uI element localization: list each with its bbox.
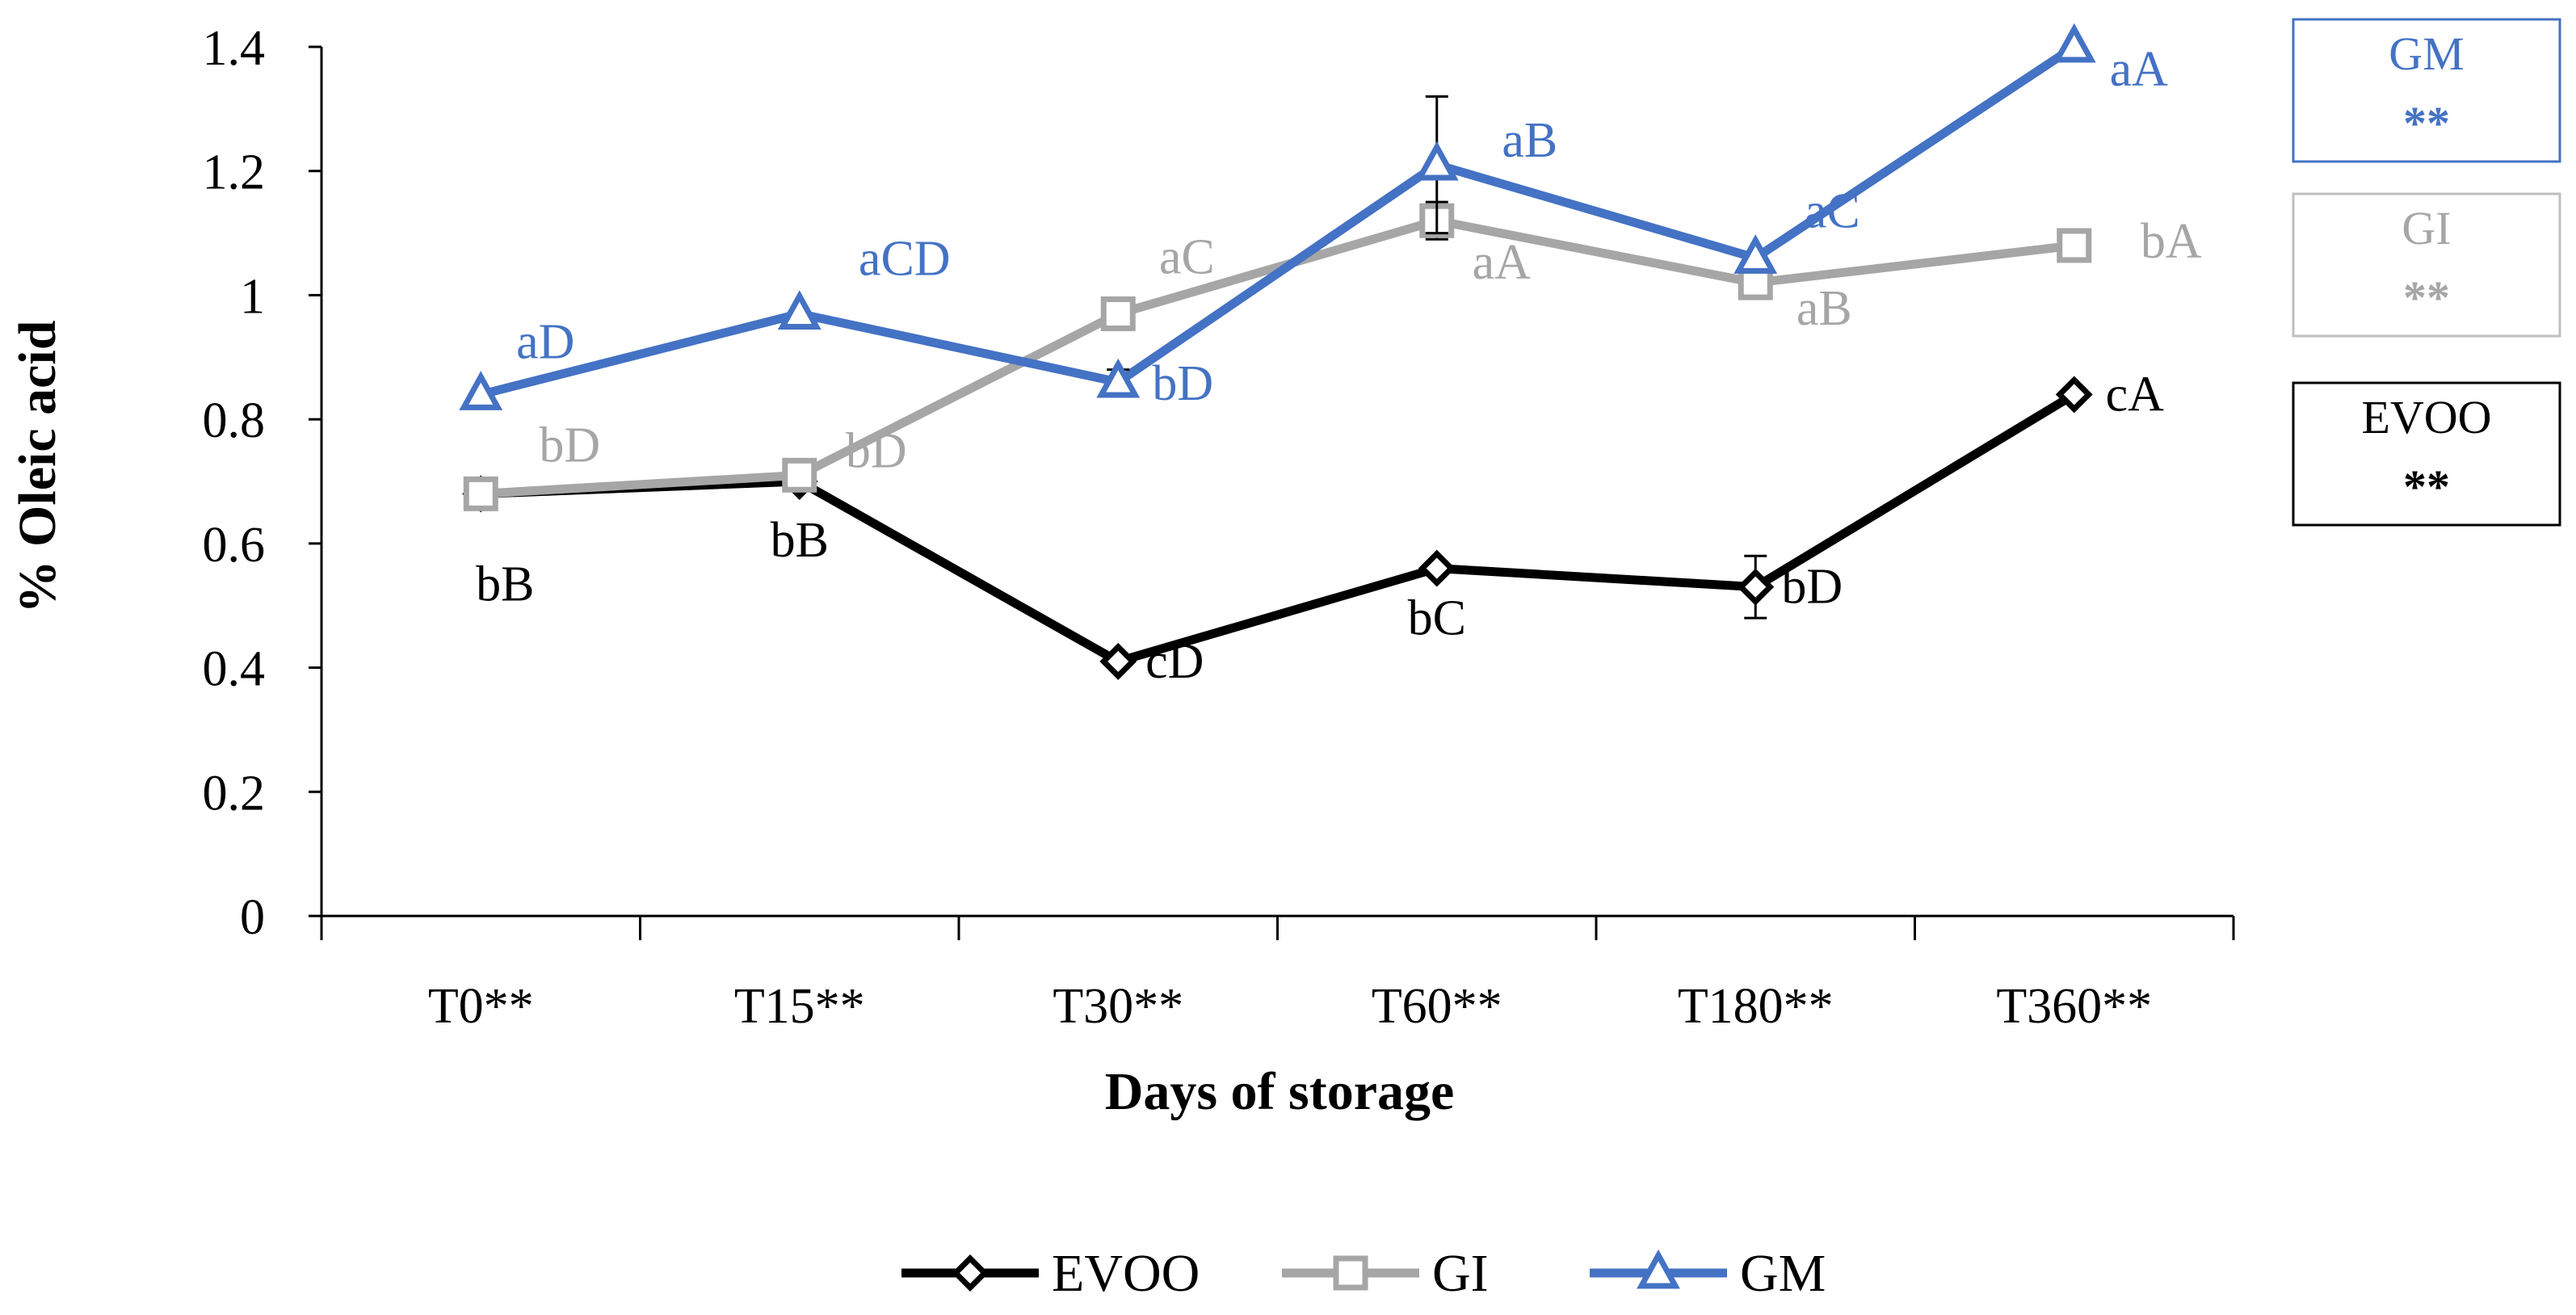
- point-label-evoo: bB: [771, 513, 829, 568]
- series-gm: [459, 23, 2096, 410]
- annotation-box-title: GI: [2402, 202, 2451, 254]
- point-label-evoo: cA: [2106, 367, 2165, 422]
- y-tick-label: 0.6: [203, 518, 266, 573]
- y-tick-label: 0.8: [203, 393, 266, 448]
- data-point-gm: [459, 371, 503, 410]
- legend-item-evoo: EVOO: [901, 1244, 1200, 1303]
- point-label-evoo: bB: [476, 557, 534, 611]
- y-axis-title: % Oleic acid: [8, 321, 67, 614]
- legend: EVOO GI GM: [901, 1244, 1826, 1303]
- data-point-gm: [2052, 23, 2096, 63]
- x-tick-label: T15**: [734, 979, 865, 1034]
- annotation-boxes: GM ** GI ** EVOO **: [2292, 18, 2561, 527]
- annotation-box-evoo: EVOO **: [2292, 381, 2561, 527]
- point-label-evoo: bC: [1408, 591, 1466, 646]
- data-point-gi: [2057, 228, 2092, 263]
- y-tick-label: 0.4: [203, 642, 266, 697]
- annotation-box-title: GM: [2389, 27, 2464, 80]
- y-tick-label: 0: [240, 890, 265, 945]
- series-line-gm: [479, 43, 2077, 399]
- x-tick-label: T0**: [428, 979, 534, 1034]
- y-tick-label: 1: [240, 269, 265, 324]
- data-point-gi: [463, 476, 498, 511]
- data-point-gi: [782, 457, 817, 493]
- legend-marker-evoo: [952, 1254, 989, 1292]
- y-tick-label: 0.2: [203, 766, 266, 821]
- point-label-gm: aC: [1805, 183, 1860, 238]
- data-point-evoo: [1737, 568, 1775, 606]
- point-label-evoo: bD: [1781, 560, 1843, 615]
- data-point-evoo: [1099, 642, 1137, 680]
- point-label-gi: bD: [539, 418, 600, 473]
- legend-marker-gi: [1333, 1255, 1368, 1291]
- y-tick-label: 1.2: [203, 145, 266, 200]
- data-point-gm: [1414, 141, 1459, 181]
- legend-label-evoo: EVOO: [1052, 1244, 1200, 1303]
- annotation-box-stars: **: [2403, 271, 2450, 324]
- data-point-evoo: [1418, 549, 1456, 587]
- data-point-gi: [1100, 296, 1136, 331]
- data-point-gm: [777, 290, 822, 330]
- annotation-box-title: EVOO: [2361, 391, 2491, 443]
- annotation-box-frame: [2292, 18, 2561, 163]
- annotation-box-frame: [2292, 192, 2561, 338]
- data-point-gm: [1733, 234, 1778, 274]
- x-tick-label: T180**: [1678, 979, 1834, 1034]
- annotation-box-frame: [2292, 381, 2561, 527]
- x-tick-label: T30**: [1053, 979, 1183, 1034]
- y-tick-label: 1.4: [203, 21, 266, 76]
- point-labels: bB bB cD bC bD cA bD bD aC aA aB bA aD aCD bD aB aC aA: [476, 42, 2202, 689]
- point-label-gm: aB: [1502, 113, 1557, 168]
- point-label-evoo: cD: [1145, 634, 1204, 689]
- legend-item-gi: GI: [1282, 1244, 1489, 1303]
- point-label-gi: bA: [2141, 214, 2202, 269]
- legend-marker-gm: [1637, 1249, 1680, 1289]
- series-line-evoo: [481, 390, 2077, 666]
- axes: 0 0.2 0.4 0.6 0.8 1 1.2 1.4 T0** T15** T30** T60** T…: [203, 21, 2235, 1034]
- data-point-evoo: [2055, 376, 2093, 414]
- annotation-box-gm: GM **: [2292, 18, 2561, 163]
- legend-item-gm: GM: [1590, 1244, 1826, 1303]
- point-label-gm: aA: [2110, 42, 2169, 97]
- point-label-gi: aA: [1473, 235, 1532, 290]
- x-tick-label: T360**: [1996, 979, 2152, 1034]
- data-point-gm: [1096, 358, 1141, 398]
- series-line-gi: [480, 216, 2075, 498]
- point-label-gm: aCD: [859, 231, 951, 286]
- series-evoo: [462, 376, 2093, 680]
- legend-label-gi: GI: [1432, 1244, 1489, 1303]
- annotation-box-stars: **: [2403, 97, 2450, 149]
- x-axis-title: Days of storage: [1105, 1062, 1455, 1121]
- legend-label-gm: GM: [1740, 1244, 1826, 1303]
- point-label-gm: aD: [516, 314, 574, 369]
- point-label-gi: aC: [1159, 229, 1215, 284]
- annotation-box-gi: GI **: [2292, 192, 2561, 338]
- x-tick-label: T60**: [1372, 979, 1502, 1034]
- point-label-gm: bD: [1152, 356, 1213, 411]
- series-layer: [459, 23, 2096, 680]
- point-label-gi: bD: [846, 423, 907, 478]
- series-gi: [463, 200, 2092, 511]
- annotation-box-stars: **: [2403, 460, 2450, 513]
- point-label-gi: aB: [1796, 281, 1852, 336]
